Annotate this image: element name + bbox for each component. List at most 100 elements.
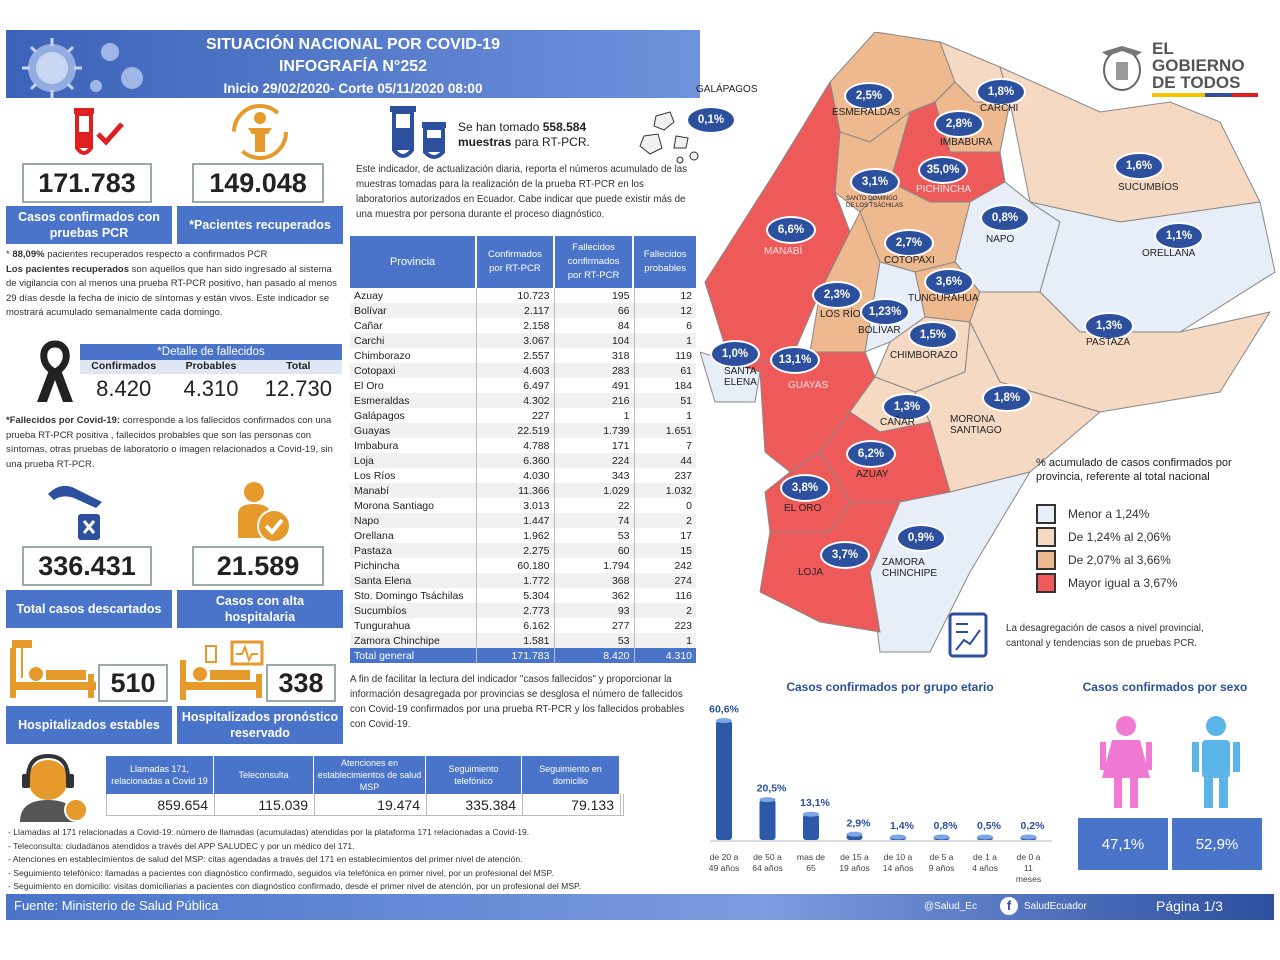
- deaths-note-bold: *Fallecidos por Covid-19:: [6, 415, 121, 426]
- province-cell: 4.603: [475, 363, 554, 378]
- deaths-note-text: corresponde a los fallecidos confirmados…: [6, 415, 333, 470]
- province-name: Loja: [350, 453, 476, 468]
- province-cell: 6.162: [475, 618, 554, 633]
- age-category-label: 19 años: [839, 863, 870, 873]
- calls-header: Seguimiento en domicilio: [522, 756, 620, 794]
- province-name: Morona Santiago: [354, 499, 434, 512]
- age-bar-label: 2,9%: [847, 817, 872, 829]
- map-pct-bubble: 1,0%: [710, 340, 760, 368]
- discarded-label: Total casos descartados: [6, 590, 172, 628]
- map-pct-bubble: 1,8%: [982, 384, 1032, 412]
- table-row: Guayas 22.519 1.739 1.651: [350, 423, 696, 438]
- legend-label: De 1,24% al 2,06%: [1068, 529, 1171, 544]
- map-pct-bubble: 0,8%: [980, 204, 1030, 232]
- deaths-header-confirmed: Confirmados: [91, 360, 157, 372]
- recovered-value: 149.048: [192, 163, 324, 203]
- province-cell: 224: [553, 453, 634, 468]
- map-province-label: NAPO: [986, 234, 1015, 245]
- calls-value: 79.133: [523, 794, 621, 815]
- report-chart-icon: [948, 612, 988, 658]
- province-cell: 237: [633, 468, 696, 483]
- sex-male-value: 52,9%: [1172, 818, 1262, 870]
- footer-facebook[interactable]: SaludEcuador: [1024, 901, 1087, 912]
- table-row: Loja 6.360 224 44: [350, 453, 696, 468]
- province-name: Guayas: [350, 423, 476, 438]
- table-row: Imbabura 4.788 171 7: [350, 438, 696, 453]
- logo-flag-stripe: [1152, 93, 1258, 97]
- age-category-label: 64 años: [752, 863, 783, 873]
- province-cell: 66: [553, 303, 634, 318]
- page-title: SITUACIÓN NACIONAL POR COVID-19: [206, 36, 500, 53]
- age-bar-label: 1,4%: [890, 820, 915, 832]
- map-province-label: ZAMORA CHINCHIPE: [882, 557, 938, 579]
- table-row: Santa Elena 1.772 368 274: [350, 573, 696, 588]
- recovered-note-text: son aquellos que han sido ingresado al s…: [6, 263, 337, 319]
- province-cell: 195: [553, 288, 634, 303]
- age-category-label: de 0 a: [1017, 852, 1041, 862]
- province-cell: 2: [633, 513, 696, 528]
- province-name: Galápagos: [354, 409, 405, 422]
- map-pct-bubble: 1,5%: [908, 321, 958, 349]
- table-row: Esmeraldas 4.302 216 51: [350, 393, 696, 408]
- province-cell: 1: [553, 408, 634, 423]
- province-cell: 283: [553, 363, 634, 378]
- calls-note: - Seguimiento telefónico: llamadas a pac…: [8, 867, 554, 878]
- samples-text-pre: Se han tomado: [458, 120, 543, 134]
- province-cell: 6.497: [475, 378, 554, 393]
- map-pct-bubble: 6,2%: [846, 440, 896, 468]
- total-cell: Total general: [350, 648, 476, 663]
- province-cell: 2: [633, 603, 696, 618]
- recovered-label: *Pacientes recuperados: [177, 206, 343, 244]
- table-row: Cañar 2.158 84 6: [350, 318, 696, 333]
- map-province-label: PASTAZA: [1086, 337, 1131, 348]
- province-cell: 53: [553, 633, 634, 648]
- galapagos-map: [639, 111, 699, 164]
- calls-table-header: Llamadas 171, relacionadas a Covid 19 Tel…: [106, 756, 624, 794]
- province-name: Napo: [350, 513, 476, 528]
- province-cell: 368: [553, 573, 634, 588]
- table-row: Sto. Domingo Tsáchilas 5.304 362 116: [350, 588, 696, 603]
- map-province-label: BOLÍVAR: [858, 325, 901, 336]
- legend-item: Mayor igual a 3,67%: [1036, 571, 1236, 594]
- discarded-value: 336.431: [22, 546, 152, 586]
- province-table-header-confirmed: Confirmados por RT-PCR: [477, 236, 553, 288]
- map-pct-bubble: 1,3%: [882, 393, 932, 421]
- male-icon: [1192, 716, 1240, 808]
- total-cell: 4.310: [633, 648, 696, 663]
- province-name: Cotopaxi: [350, 363, 476, 378]
- province-name: Azuay: [354, 289, 384, 302]
- footer-twitter[interactable]: @Salud_Ec: [924, 901, 977, 912]
- age-bar-cap: [933, 834, 950, 840]
- page-period: Inicio 29/02/2020- Corte 05/11/2020 08:0…: [223, 81, 483, 96]
- recovered-person-icon: [232, 104, 288, 160]
- map-pct-bubble: 2,5%: [844, 82, 894, 110]
- recovered-note-bold: Los pacientes recuperados: [6, 263, 130, 275]
- samples-value: 558.584: [542, 120, 587, 134]
- age-bar-label: 20,5%: [757, 783, 787, 795]
- facebook-icon[interactable]: f: [1000, 897, 1018, 915]
- deaths-confirmed-value: 8.420: [96, 376, 152, 401]
- map-pct-bubble: 1,6%: [1114, 152, 1164, 180]
- age-category-label: 49 años: [709, 863, 740, 873]
- map-pct-bubble: 3,7%: [820, 541, 870, 569]
- hospital-bed-icon: [10, 640, 96, 698]
- calls-note: - Seguimiento en domicilio: visitas domi…: [8, 881, 582, 891]
- map-province-label: GUAYAS: [788, 380, 829, 391]
- age-category-label: 14 años: [883, 863, 914, 873]
- province-cell: 15: [633, 543, 696, 558]
- map-pct-bubble: 6,6%: [766, 216, 816, 244]
- province-name: Chimborazo: [354, 349, 411, 362]
- province-cell: 362: [553, 588, 634, 603]
- age-category-label: de 10 a: [884, 852, 913, 862]
- province-name: Sto. Domingo Tsáchilas: [354, 589, 464, 602]
- deaths-total-value: 12.730: [264, 376, 332, 401]
- province-name: Esmeraldas: [350, 393, 476, 408]
- province-name: Orellana: [354, 529, 394, 542]
- map-pct-bubble: 1,8%: [976, 78, 1026, 106]
- province-cell: 6.360: [475, 453, 554, 468]
- age-bar-cap: [890, 834, 906, 840]
- hospital-high-label: Casos con alta hospitalaria: [177, 590, 343, 628]
- calls-header: Atenciones en establecimientos de salud …: [314, 756, 426, 794]
- map-province-label: MORONA SANTIAGO: [950, 414, 1002, 436]
- age-bar-label: 0,5%: [977, 820, 1002, 832]
